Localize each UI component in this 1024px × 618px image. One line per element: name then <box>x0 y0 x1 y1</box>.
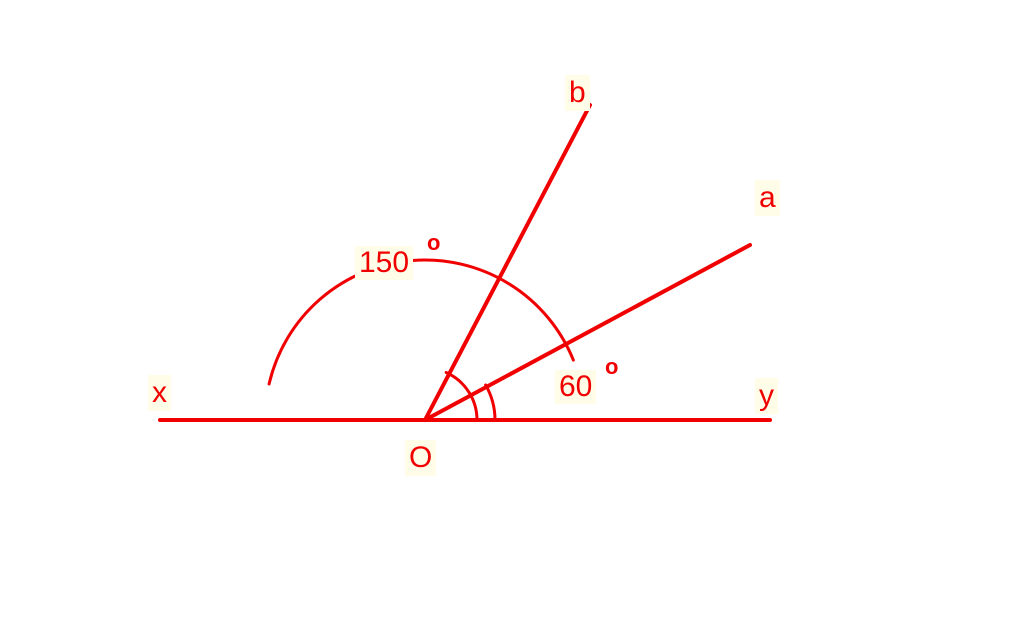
label-b: b <box>565 75 590 111</box>
angle-150-label: 150 o <box>355 246 413 280</box>
label-y: y <box>755 378 778 414</box>
arc-inner-a <box>486 385 495 420</box>
label-origin: O <box>405 440 436 476</box>
degree-icon: o <box>427 230 440 256</box>
arc-inner-b <box>446 372 477 420</box>
angle-150-value: 150 <box>355 246 413 280</box>
degree-icon: o <box>605 354 618 380</box>
angle-60-value: 60 <box>555 370 596 404</box>
label-a: a <box>755 180 780 216</box>
label-x: x <box>148 375 171 411</box>
angle-diagram <box>0 0 1024 618</box>
angle-60-label: 60 o <box>555 370 596 404</box>
